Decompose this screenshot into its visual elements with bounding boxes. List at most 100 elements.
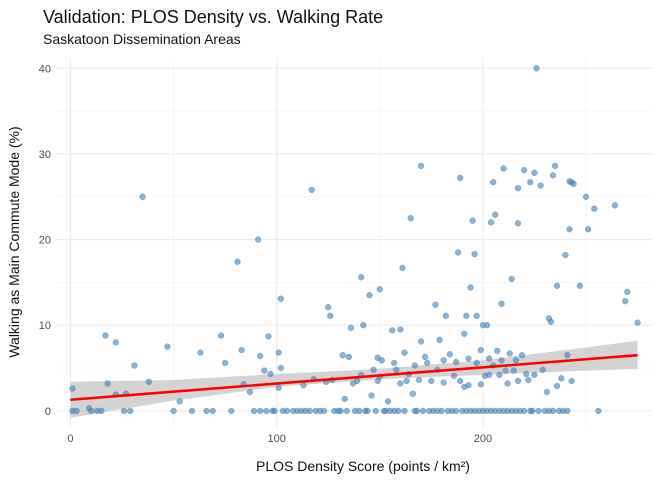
data-point — [341, 395, 348, 403]
data-point — [238, 346, 245, 354]
tick-labels: 0 100 200 0 10 20 30 40 — [39, 63, 492, 445]
data-point — [531, 371, 538, 379]
data-point — [257, 352, 264, 360]
data-point — [529, 407, 536, 415]
data-point — [500, 165, 507, 172]
data-point — [413, 407, 421, 415]
data-point — [520, 407, 528, 415]
data-point — [401, 349, 408, 356]
data-point — [393, 366, 400, 373]
y-tick-label: 20 — [39, 235, 51, 247]
data-point — [384, 398, 392, 405]
data-point — [582, 193, 590, 200]
data-point — [112, 339, 119, 346]
data-point — [498, 357, 505, 364]
data-point — [514, 185, 522, 192]
grid — [56, 58, 652, 428]
data-point — [543, 388, 550, 396]
y-axis-label: Walking as Main Commute Mode (%) — [6, 126, 22, 357]
data-point — [277, 295, 284, 302]
y-tick-label: 40 — [39, 63, 51, 75]
data-point — [634, 319, 641, 326]
data-point — [494, 347, 501, 355]
data-point — [391, 359, 398, 367]
data-point — [217, 332, 225, 339]
data-point — [576, 282, 583, 289]
data-point — [139, 193, 146, 200]
data-point — [409, 390, 416, 397]
data-point — [568, 377, 575, 385]
data-point — [98, 407, 105, 415]
data-point — [570, 180, 577, 188]
data-point — [417, 162, 425, 170]
data-point — [483, 322, 491, 329]
data-point — [378, 357, 385, 364]
data-point — [372, 407, 379, 415]
data-point — [395, 407, 402, 415]
data-point — [506, 350, 513, 357]
data-point — [102, 332, 109, 339]
data-point — [343, 407, 350, 415]
data-point — [452, 407, 460, 415]
data-point — [473, 312, 480, 319]
data-point — [549, 172, 557, 179]
y-tick-label: 30 — [39, 149, 51, 161]
data-point — [300, 382, 307, 389]
data-point — [347, 324, 355, 331]
data-point — [564, 352, 571, 359]
data-point — [261, 367, 268, 374]
x-tick-label: 200 — [474, 433, 492, 445]
data-point — [69, 385, 76, 392]
data-point — [514, 220, 522, 227]
data-point — [399, 264, 406, 271]
data-point — [277, 364, 284, 372]
data-point — [611, 202, 619, 209]
confidence-band-area — [70, 340, 638, 418]
data-point — [496, 371, 503, 379]
data-point — [527, 179, 534, 186]
data-point — [518, 352, 526, 359]
data-point — [339, 352, 346, 359]
data-point — [452, 358, 460, 366]
data-point — [424, 359, 431, 367]
x-tick-label: 0 — [67, 433, 73, 445]
data-point — [595, 407, 602, 415]
data-point — [485, 371, 493, 379]
data-point — [228, 407, 235, 415]
data-point — [520, 167, 528, 174]
data-point — [461, 330, 468, 337]
data-point — [457, 377, 464, 385]
data-point — [325, 304, 332, 311]
data-point — [407, 215, 414, 222]
data-point — [308, 186, 315, 194]
data-point — [120, 407, 128, 415]
data-point — [436, 336, 443, 343]
data-point — [584, 226, 592, 233]
data-point — [267, 370, 274, 378]
data-point — [558, 375, 565, 382]
data-point — [432, 301, 439, 308]
data-point — [622, 298, 629, 305]
data-point — [553, 282, 561, 289]
data-point — [421, 353, 429, 361]
data-point — [531, 169, 538, 176]
data-point — [403, 377, 410, 385]
data-point — [467, 284, 474, 291]
data-point — [366, 292, 373, 299]
data-point — [275, 349, 282, 356]
data-point — [549, 407, 557, 415]
data-point — [502, 367, 509, 374]
data-point — [265, 333, 272, 340]
data-point — [234, 258, 241, 265]
data-point — [446, 351, 454, 358]
data-point — [209, 407, 216, 415]
data-point — [370, 366, 377, 373]
data-point — [164, 343, 171, 350]
data-point — [539, 366, 546, 373]
data-point — [419, 407, 427, 415]
data-point — [498, 300, 505, 307]
data-point — [457, 174, 464, 182]
fit-line — [70, 353, 638, 402]
data-point — [188, 407, 196, 415]
